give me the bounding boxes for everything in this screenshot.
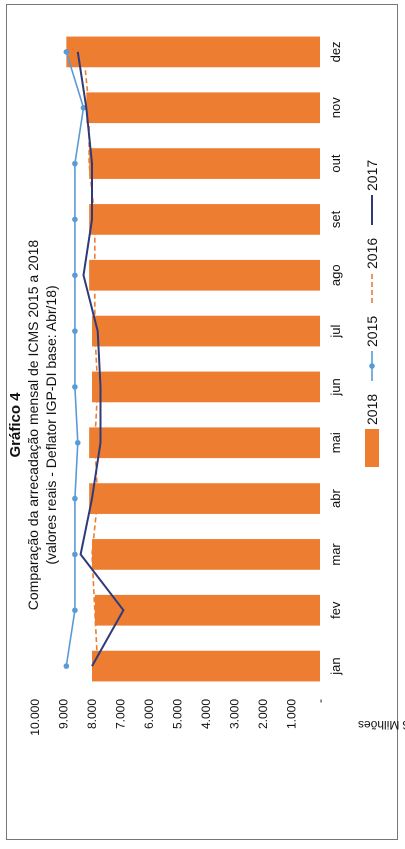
chart-subtitle-line2: (valores reais - Deflator IGP-DI base: A… <box>43 285 59 564</box>
x-tick-label: ago <box>328 264 343 286</box>
x-tick-label: out <box>328 154 343 172</box>
y-tick-label: 5.000 <box>171 699 185 729</box>
point-2015 <box>72 160 78 167</box>
point-2015 <box>72 328 78 334</box>
bar-2018 <box>66 36 320 68</box>
point-2015 <box>72 551 78 558</box>
chart-title: Gráfico 4 <box>7 392 24 458</box>
point-2015 <box>80 104 87 111</box>
legend-label-2016: 2016 <box>364 238 380 269</box>
legend-label-2018: 2018 <box>364 394 380 425</box>
bar-2018 <box>89 427 321 459</box>
x-tick-label: dez <box>328 41 343 62</box>
chart-subtitle-line1: Comparação da arrecadação mensal de ICMS… <box>25 240 41 611</box>
y-tick-label: 7.000 <box>114 699 128 729</box>
legend-label-2017: 2017 <box>364 160 380 191</box>
bar-2018 <box>89 204 321 235</box>
x-tick-label: abr <box>328 489 343 508</box>
x-tick-label: set <box>328 210 343 228</box>
y-tick-label: 3.000 <box>228 699 242 729</box>
bar-2018 <box>92 650 320 682</box>
y-tick-label: 4.000 <box>199 699 213 729</box>
line-series-2017 <box>76 51 125 667</box>
line-series-2016 <box>82 51 99 667</box>
x-tick-label: jul <box>328 324 343 338</box>
line-series-2015 <box>65 51 85 667</box>
y-tick-label: 2.000 <box>256 699 270 729</box>
bar-2018 <box>92 315 320 347</box>
y-tick-label: 9.000 <box>57 699 71 729</box>
y-tick-label: 1.000 <box>285 699 299 729</box>
legend-marker-2015 <box>369 363 375 369</box>
y-axis-label: R$ Milhões <box>358 718 405 732</box>
legend-swatch-2018 <box>365 429 379 467</box>
chart-frame <box>6 4 398 840</box>
point-2015 <box>72 216 78 223</box>
point-2015 <box>72 607 78 614</box>
bar-2018 <box>92 371 320 403</box>
bar-2018 <box>89 259 321 291</box>
y-tick-label: 6.000 <box>142 699 156 729</box>
legend-label-2015: 2015 <box>364 316 380 347</box>
x-tick-label: fev <box>328 601 343 619</box>
bar-2018 <box>94 594 320 626</box>
point-2015 <box>72 495 78 502</box>
point-2015 <box>74 439 81 446</box>
point-2015 <box>63 49 70 55</box>
point-2015 <box>72 272 78 279</box>
point-2015 <box>63 663 70 669</box>
x-tick-label: nov <box>328 97 343 118</box>
bar-2018 <box>89 148 321 179</box>
bar-2018 <box>86 92 320 124</box>
x-tick-label: jan <box>328 657 343 675</box>
x-tick-label: mar <box>328 543 343 566</box>
bar-2018 <box>89 483 321 514</box>
y-tick-label: 8.000 <box>85 699 99 729</box>
x-tick-label: jun <box>328 378 343 396</box>
point-2015 <box>72 384 78 390</box>
bar-2018 <box>92 539 320 570</box>
y-tick-label: - <box>313 699 327 703</box>
y-tick-label: 10.000 <box>28 699 42 736</box>
x-tick-label: mai <box>328 432 343 453</box>
